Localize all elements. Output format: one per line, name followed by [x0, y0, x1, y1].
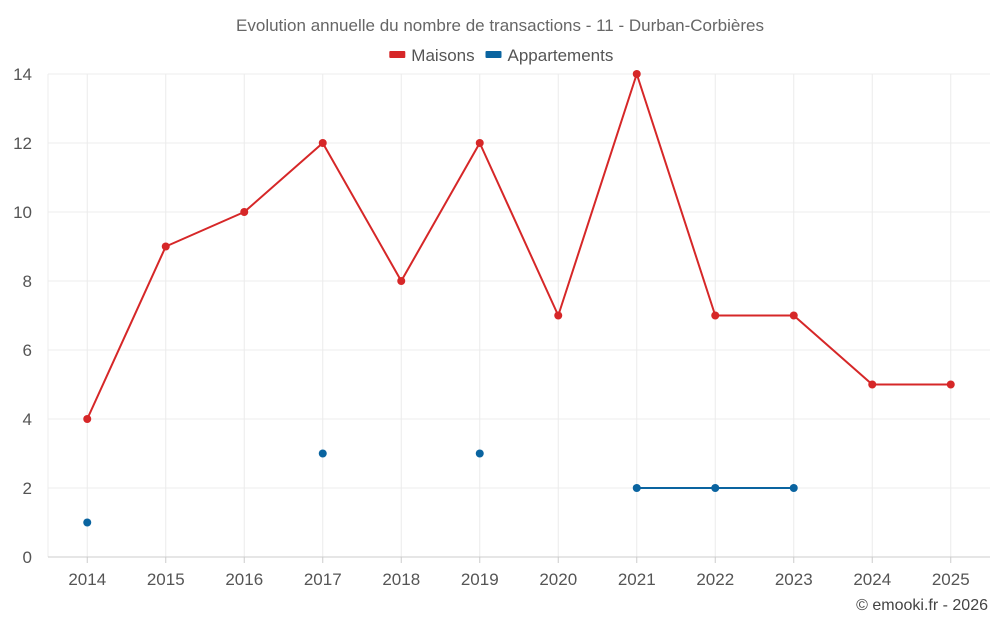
series-line-segment: [557, 73, 638, 317]
y-tick-label: 8: [23, 272, 32, 291]
y-tick-label: 2: [23, 479, 32, 498]
y-tick-label: 0: [23, 548, 32, 567]
y-tick-label: 12: [13, 134, 32, 153]
legend: Maisons Appartements: [389, 46, 613, 65]
series-layer: [83, 70, 955, 527]
data-point[interactable]: [475, 449, 484, 458]
x-tick-label: 2022: [696, 570, 734, 589]
x-tick-label: 2023: [775, 570, 813, 589]
data-point[interactable]: [318, 139, 327, 147]
data-point[interactable]: [83, 518, 92, 527]
x-tick-label: 2014: [68, 570, 106, 589]
x-tick-label: 2016: [225, 570, 263, 589]
series-line-segment: [86, 245, 167, 420]
credit-text: © emooki.fr - 2026: [856, 597, 988, 614]
series-appartements: [83, 449, 798, 527]
data-point[interactable]: [240, 208, 249, 216]
x-tick-label: 2021: [618, 570, 656, 589]
legend-swatch: [389, 51, 406, 58]
data-point[interactable]: [711, 484, 720, 492]
series-line-segment: [164, 211, 246, 248]
x-axis-ticks: 2014 2015 2016 2017 2018 2019 2020 2021 2022 2023…: [68, 557, 970, 589]
series-line-segment: [243, 142, 324, 213]
data-point[interactable]: [161, 242, 170, 251]
y-tick-label: 10: [13, 203, 32, 222]
data-point[interactable]: [789, 311, 798, 320]
data-point[interactable]: [554, 311, 563, 320]
data-point[interactable]: [868, 380, 877, 389]
x-tick-label: 2018: [382, 570, 420, 589]
data-point[interactable]: [475, 139, 484, 147]
series-maisons: [83, 70, 955, 423]
series-line-segment: [635, 73, 717, 317]
data-point[interactable]: [83, 415, 92, 423]
x-tick-label: 2025: [932, 570, 970, 589]
series-line-segment: [478, 142, 560, 317]
series-line-segment: [400, 142, 481, 282]
x-tick-label: 2024: [853, 570, 891, 589]
y-tick-label: 4: [23, 410, 32, 429]
grid: [47, 73, 990, 558]
y-tick-label: 14: [13, 65, 32, 84]
data-point[interactable]: [711, 311, 720, 320]
data-point[interactable]: [632, 70, 641, 78]
legend-item-appartements[interactable]: Appartements: [485, 46, 614, 65]
legend-item-maisons[interactable]: Maisons: [389, 46, 475, 65]
chart-title: Evolution annuelle du nombre de transact…: [236, 16, 764, 35]
y-tick-label: 6: [23, 341, 32, 360]
x-tick-label: 2020: [539, 570, 577, 589]
data-point[interactable]: [397, 277, 406, 285]
series-line-segment: [792, 314, 874, 386]
legend-label: Maisons: [411, 46, 474, 65]
x-tick-label: 2019: [461, 570, 499, 589]
legend-swatch: [485, 51, 502, 58]
data-point[interactable]: [318, 449, 327, 458]
y-axis-ticks: 0 2 4 6 8 10 12 14: [13, 65, 32, 567]
legend-label: Appartements: [508, 46, 614, 65]
data-point[interactable]: [789, 484, 798, 492]
x-tick-label: 2017: [304, 570, 342, 589]
x-tick-label: 2015: [147, 570, 185, 589]
series-line-segment: [321, 142, 403, 282]
data-point[interactable]: [946, 380, 955, 389]
data-point[interactable]: [632, 484, 641, 492]
